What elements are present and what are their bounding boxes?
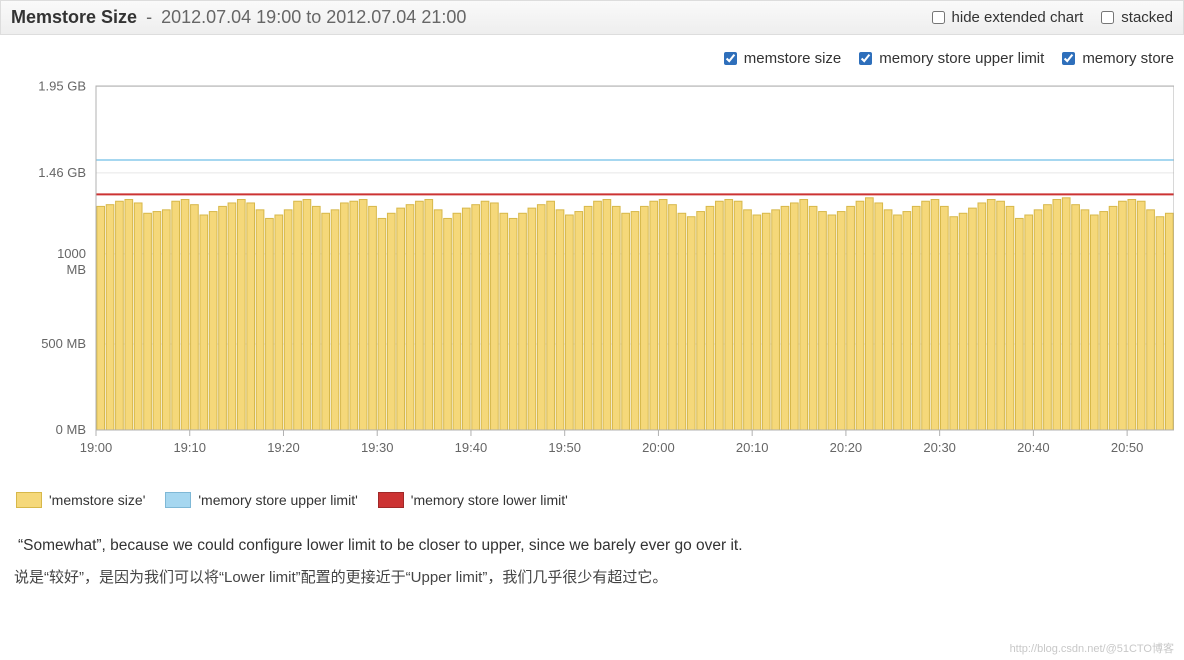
svg-text:19:40: 19:40 (455, 440, 488, 455)
title-range: 2012.07.04 19:00 to 2012.07.04 21:00 (161, 7, 466, 27)
legend-item: 'memory store lower limit' (378, 492, 568, 508)
legend-swatch (378, 492, 404, 508)
svg-text:0 MB: 0 MB (56, 422, 86, 437)
chart-legend: 'memstore size' 'memory store upper limit… (0, 480, 1184, 518)
series-toggle-label: memory store (1082, 50, 1174, 67)
svg-text:19:20: 19:20 (267, 440, 300, 455)
caption-en: “Somewhat”, because we could configure l… (0, 518, 1184, 563)
legend-swatch (165, 492, 191, 508)
chart-header: Memstore Size - 2012.07.04 19:00 to 2012… (0, 0, 1184, 35)
title-metric: Memstore Size (11, 7, 137, 27)
series-toggle[interactable]: memory store (1058, 49, 1174, 68)
svg-text:MB: MB (67, 262, 87, 277)
header-option[interactable]: stacked (1097, 8, 1173, 27)
series-toggle-label: memory store upper limit (879, 50, 1044, 67)
svg-text:20:50: 20:50 (1111, 440, 1144, 455)
series-toggle[interactable]: memstore size (720, 49, 842, 68)
header-option-label: hide extended chart (952, 9, 1084, 26)
svg-text:20:30: 20:30 (923, 440, 956, 455)
svg-text:19:50: 19:50 (548, 440, 581, 455)
title-separator: - (142, 7, 156, 27)
header-option-label: stacked (1121, 9, 1173, 26)
svg-text:20:00: 20:00 (642, 440, 675, 455)
series-toggles: memstore size memory store upper limit mem… (0, 35, 1184, 74)
svg-text:20:40: 20:40 (1017, 440, 1050, 455)
header-option[interactable]: hide extended chart (928, 8, 1084, 27)
legend-swatch (16, 492, 42, 508)
header-option-checkbox[interactable] (932, 11, 945, 24)
svg-text:19:00: 19:00 (80, 440, 113, 455)
legend-item: 'memstore size' (16, 492, 145, 508)
svg-text:1000: 1000 (57, 246, 86, 261)
header-options: hide extended chart stacked (928, 8, 1173, 27)
legend-item: 'memory store upper limit' (165, 492, 357, 508)
svg-text:19:10: 19:10 (173, 440, 206, 455)
svg-text:20:20: 20:20 (830, 440, 863, 455)
chart-title: Memstore Size - 2012.07.04 19:00 to 2012… (11, 7, 466, 28)
svg-text:20:10: 20:10 (736, 440, 769, 455)
svg-text:19:30: 19:30 (361, 440, 394, 455)
series-toggle-label: memstore size (744, 50, 842, 67)
legend-label: 'memstore size' (49, 492, 145, 508)
caption-zh: 说是“较好”，是因为我们可以将“Lower limit”配置的更接近于“Uppe… (0, 563, 1184, 599)
svg-text:500 MB: 500 MB (41, 336, 86, 351)
series-toggle[interactable]: memory store upper limit (855, 49, 1044, 68)
memstore-chart: 0 MB 500 MB 1000MB 1.46 GB 1.95 GB 19:00 19:10… (10, 80, 1174, 480)
legend-label: 'memory store lower limit' (411, 492, 568, 508)
series-toggle-checkbox[interactable] (859, 52, 872, 65)
series-toggle-checkbox[interactable] (724, 52, 737, 65)
legend-label: 'memory store upper limit' (198, 492, 357, 508)
svg-text:1.46 GB: 1.46 GB (38, 165, 86, 180)
svg-text:1.95 GB: 1.95 GB (38, 80, 86, 94)
header-option-checkbox[interactable] (1101, 11, 1114, 24)
chart-area: 0 MB 500 MB 1000MB 1.46 GB 1.95 GB 19:00 19:10… (10, 80, 1174, 480)
watermark: http://blog.csdn.net/@51CTO博客 (1010, 640, 1174, 656)
series-toggle-checkbox[interactable] (1062, 52, 1075, 65)
